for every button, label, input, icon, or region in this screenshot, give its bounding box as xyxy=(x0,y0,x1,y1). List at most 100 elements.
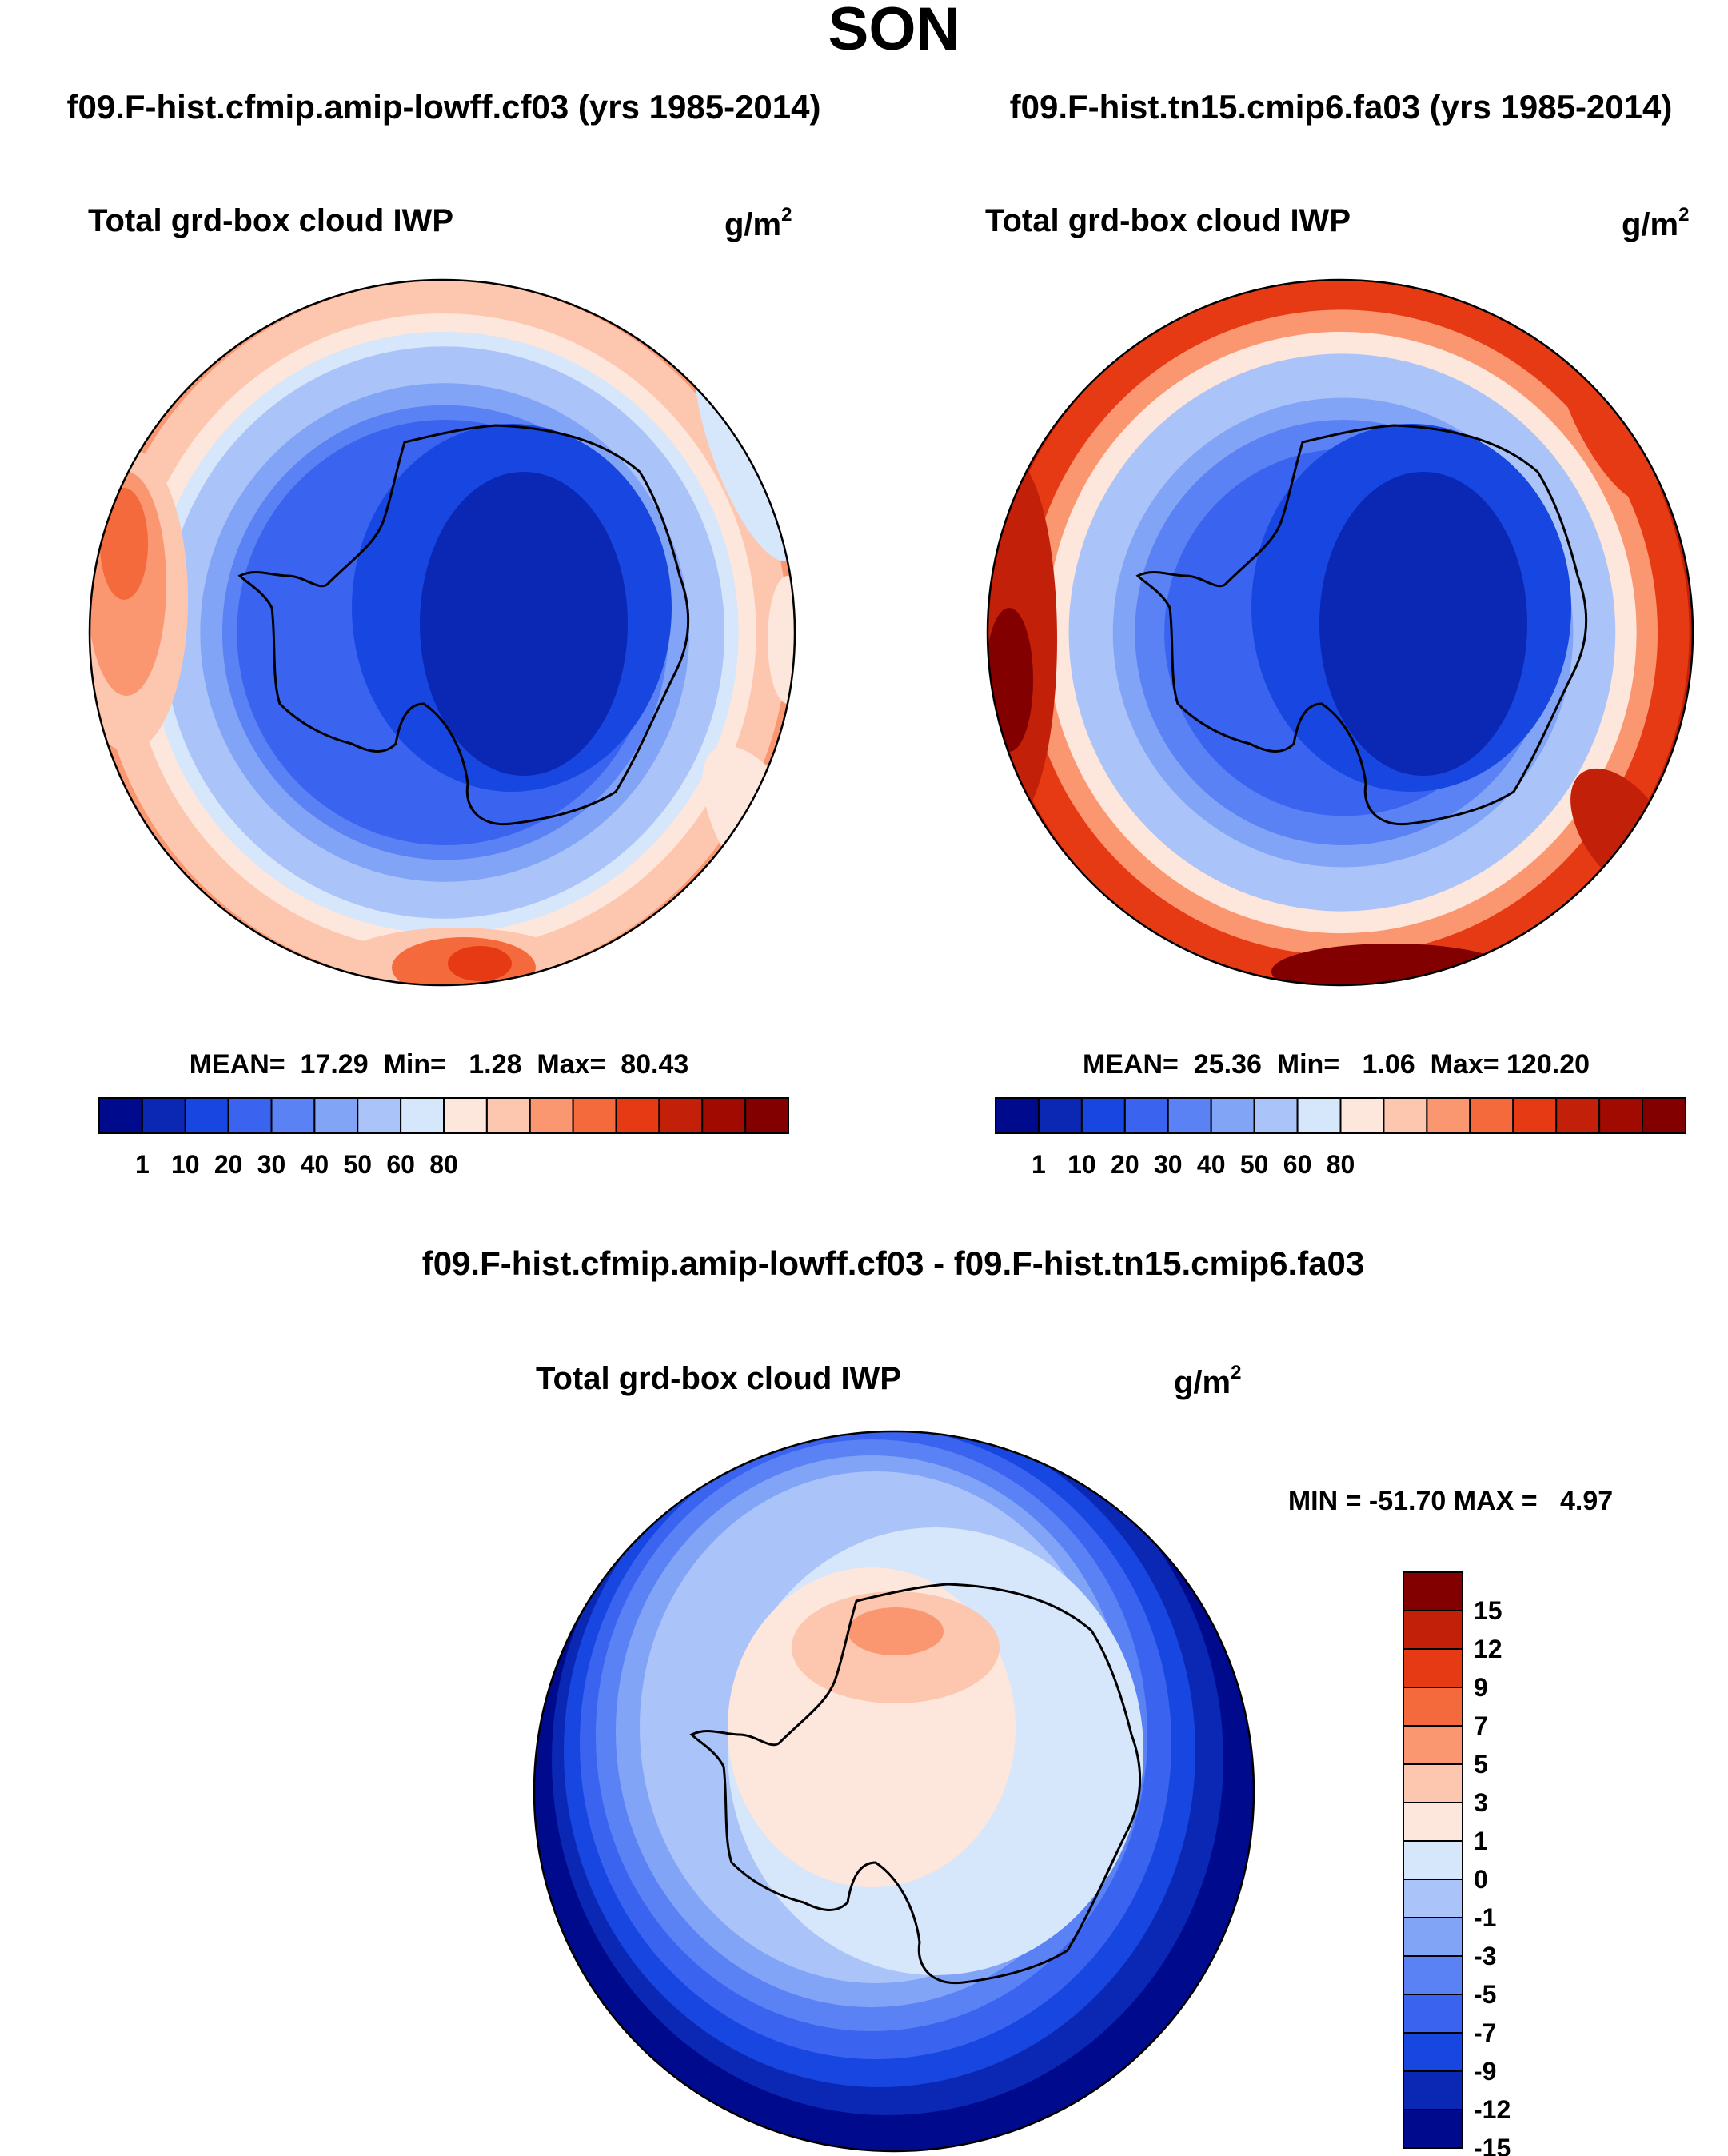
panel-3-colorbar-box xyxy=(1403,2032,1463,2072)
panel-2-colorbar-tick: 60 xyxy=(1283,1150,1312,1179)
panel-2-colorbar-tick: 20 xyxy=(1111,1150,1139,1179)
panel-3-map xyxy=(534,1431,1254,2151)
panel-3-colorbar-tick: -3 xyxy=(1474,1942,1496,1970)
panel-3-colorbar-box xyxy=(1403,1725,1463,1765)
figure-title: SON xyxy=(828,0,960,63)
panel-3-colorbar-tick: -9 xyxy=(1474,2057,1496,2086)
panel-3-map-border xyxy=(533,1430,1255,2153)
panel-3-colorbar-tick: 3 xyxy=(1474,1788,1488,1817)
panel-2-colorbar-box xyxy=(1555,1097,1601,1134)
panel-1-colorbar-tick: 10 xyxy=(171,1150,200,1179)
panel-1-colorbar-tick: 50 xyxy=(343,1150,372,1179)
panel-1-colorbar-tick: 40 xyxy=(301,1150,329,1179)
panel-1-colorbar xyxy=(98,1097,789,1134)
panel-2-colorbar-box xyxy=(1512,1097,1558,1134)
panel-3-units-exponent: 2 xyxy=(1231,1362,1241,1383)
panel-2-colorbar-box xyxy=(1080,1097,1126,1134)
panel-2: f09.F-hist.tn15.cmip6.fa03 (yrs 1985-201… xyxy=(985,88,1694,1179)
panel-1-colorbar-box xyxy=(270,1097,316,1134)
panel-2-colorbar-box xyxy=(1598,1097,1644,1134)
panel-2-colorbar-box xyxy=(1426,1097,1471,1134)
panel-1-blob-west-peak xyxy=(100,488,148,600)
panel-1-colorbar-box xyxy=(744,1097,789,1134)
panel-2-colorbar-box xyxy=(1339,1097,1385,1134)
panel-1-map-border xyxy=(88,278,796,987)
panel-3-case-title: f09.F-hist.cfmip.amip-lowff.cf03 - f09.F… xyxy=(422,1244,1365,1282)
panel-1-colorbar-box xyxy=(572,1097,617,1134)
panel-2-colorbar-tick: 40 xyxy=(1197,1150,1226,1179)
panel-3-colorbar-tick: -5 xyxy=(1474,1980,1496,2009)
panel-3-land-pos-3 xyxy=(848,1607,944,1655)
panel-2-colorbar-tick: 10 xyxy=(1068,1150,1096,1179)
panel-3-colorbar xyxy=(1403,1571,1463,2149)
panel-2-colorbar-box xyxy=(1210,1097,1255,1134)
panel-2-colorbar-box xyxy=(1253,1097,1299,1134)
panel-1-variable: Total grd-box cloud IWP xyxy=(88,203,453,238)
panel-1-colorbar-box xyxy=(357,1097,402,1134)
panel-3-colorbar-box xyxy=(1403,2070,1463,2110)
panel-1-colorbar-tick: 30 xyxy=(257,1150,286,1179)
panel-3-colorbar-tick: 7 xyxy=(1474,1711,1488,1740)
panel-2-colorbar-ticks: 1 10 20 30 40 50 60 80 xyxy=(1032,1150,1355,1179)
panel-1-colorbar-ticks: 1 10 20 30 40 50 60 80 xyxy=(135,1150,458,1179)
panel-1-colorbar-tick: 80 xyxy=(429,1150,458,1179)
panel-1-colorbar-box xyxy=(701,1097,747,1134)
panel-3-colorbar-tick: 12 xyxy=(1474,1635,1503,1663)
panel-1-colorbar-tick: 1 xyxy=(135,1150,150,1179)
panel-1: f09.F-hist.cfmip.amip-lowff.cf03 (yrs 19… xyxy=(67,88,821,1179)
panel-2-colorbar xyxy=(995,1097,1686,1134)
panel-2-units-base: g/m xyxy=(1622,207,1678,242)
panel-3-colorbar-box xyxy=(1403,1648,1463,1688)
panel-1-units-base: g/m xyxy=(724,207,781,242)
panel-1-units-exponent: 2 xyxy=(781,204,792,226)
panel-1-colorbar-box xyxy=(227,1097,273,1134)
panel-3-colorbar-box xyxy=(1403,1879,1463,1918)
panel-3-colorbar-box xyxy=(1403,1802,1463,1842)
panel-1-colorbar-box xyxy=(184,1097,229,1134)
panel-2-stats: MEAN= 25.36 Min= 1.06 Max= 120.20 xyxy=(1083,1049,1590,1080)
panel-1-colorbar-tick: 60 xyxy=(386,1150,415,1179)
panel-2-units-exponent: 2 xyxy=(1678,204,1689,226)
panel-2-blob-north-peak xyxy=(1271,944,1511,985)
panel-1-colorbar-box xyxy=(313,1097,359,1134)
panel-2-colorbar-box xyxy=(1123,1097,1169,1134)
panel-3-colorbar-tick: -15 xyxy=(1474,2134,1511,2156)
panel-2-colorbar-box xyxy=(995,1097,1040,1134)
panel-1-units: g/m2 xyxy=(724,204,792,242)
panel-2-colorbar-tick: 1 xyxy=(1032,1150,1046,1179)
panel-3-colorbar-box xyxy=(1403,1917,1463,1957)
panel-3-colorbar-box xyxy=(1403,2109,1463,2149)
panel-3: f09.F-hist.cfmip.amip-lowff.cf03 - f09.F… xyxy=(422,1244,1613,2156)
panel-3-colorbar-box xyxy=(1403,1687,1463,1727)
panel-1-colorbar-box xyxy=(658,1097,704,1134)
panel-2-units: g/m2 xyxy=(1622,204,1689,242)
panel-1-colorbar-box xyxy=(443,1097,488,1134)
panel-2-case-title: f09.F-hist.tn15.cmip6.fa03 (yrs 1985-201… xyxy=(1010,88,1673,126)
panel-1-colorbar-box xyxy=(615,1097,660,1134)
panel-3-colorbar-box xyxy=(1403,1763,1463,1803)
panel-3-colorbar-box xyxy=(1403,1610,1463,1650)
panel-2-variable: Total grd-box cloud IWP xyxy=(985,203,1351,238)
panel-3-colorbar-tick: 0 xyxy=(1474,1865,1488,1894)
panel-3-colorbar-box xyxy=(1403,1571,1463,1611)
panel-2-colorbar-box xyxy=(1469,1097,1514,1134)
panel-1-colorbar-tick: 20 xyxy=(214,1150,243,1179)
panel-3-units: g/m2 xyxy=(1174,1362,1241,1400)
panel-2-colorbar-box xyxy=(1642,1097,1686,1134)
panel-3-colorbar-tick: 1 xyxy=(1474,1827,1488,1855)
panel-2-map xyxy=(988,280,1693,985)
panel-2-colorbar-box xyxy=(1037,1097,1083,1134)
panel-3-stats: MIN = -51.70 MAX = 4.97 xyxy=(1288,1486,1613,1516)
panel-1-blob-east-edge xyxy=(768,576,795,704)
panel-2-colorbar-tick: 80 xyxy=(1327,1150,1355,1179)
panel-3-colorbar-tick: 9 xyxy=(1474,1673,1488,1702)
panel-1-blob-north-peak xyxy=(448,946,512,981)
panel-1-colorbar-box xyxy=(141,1097,186,1134)
panel-1-colorbar-box xyxy=(400,1097,445,1134)
panel-2-plateau-inner xyxy=(1319,472,1527,776)
panel-3-colorbar-ticks: 15 12 9 7 5 3 1 0 -1 -3 -5 -7 -9 -12 -15 xyxy=(1474,1596,1511,2156)
panel-2-colorbar-box xyxy=(1167,1097,1212,1134)
panel-1-map xyxy=(90,280,795,985)
panel-3-colorbar-tick: -12 xyxy=(1474,2095,1511,2124)
